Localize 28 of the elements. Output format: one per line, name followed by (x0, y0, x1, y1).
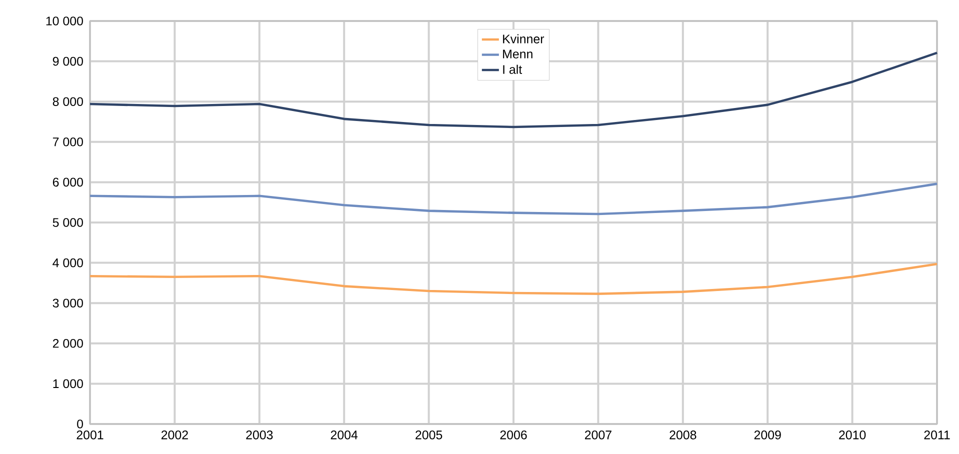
y-tick-label: 7 000 (52, 137, 83, 146)
line-series (88, 52, 938, 128)
legend-label: Kvinner (503, 34, 544, 44)
line-series (88, 262, 938, 295)
x-tick-label: 2011 (924, 430, 950, 440)
x-tick-label: 2010 (839, 430, 866, 440)
y-tick-label: 1 000 (53, 379, 83, 388)
y-tick-label: 6 000 (52, 178, 83, 187)
x-tick-label: 2005 (416, 430, 442, 440)
x-tick-label: 2007 (584, 430, 612, 440)
legend-label: Menn (503, 50, 532, 58)
x-tick-label: 2006 (500, 430, 527, 440)
x-tick-label: 2001 (76, 430, 104, 440)
y-tick-label: 3 000 (52, 298, 83, 308)
x-tick-label: 2004 (330, 430, 358, 440)
x-tick-label: 2009 (754, 430, 781, 440)
y-tick-label: 4 000 (52, 258, 83, 268)
y-tick-label: 10 000 (46, 16, 83, 26)
y-tick-label: 0 (77, 420, 84, 428)
x-tick-label: 2008 (670, 430, 696, 440)
legend-label: I alt (503, 64, 522, 74)
y-tick-label: 2 000 (52, 339, 83, 348)
y-tick-label: 9 000 (52, 56, 83, 66)
line-series (88, 182, 938, 216)
x-tick-label: 2002 (161, 430, 188, 440)
x-tick-label: 2003 (246, 430, 273, 440)
y-tick-label: 8 000 (52, 97, 83, 106)
y-tick-label: 5 000 (52, 218, 83, 227)
